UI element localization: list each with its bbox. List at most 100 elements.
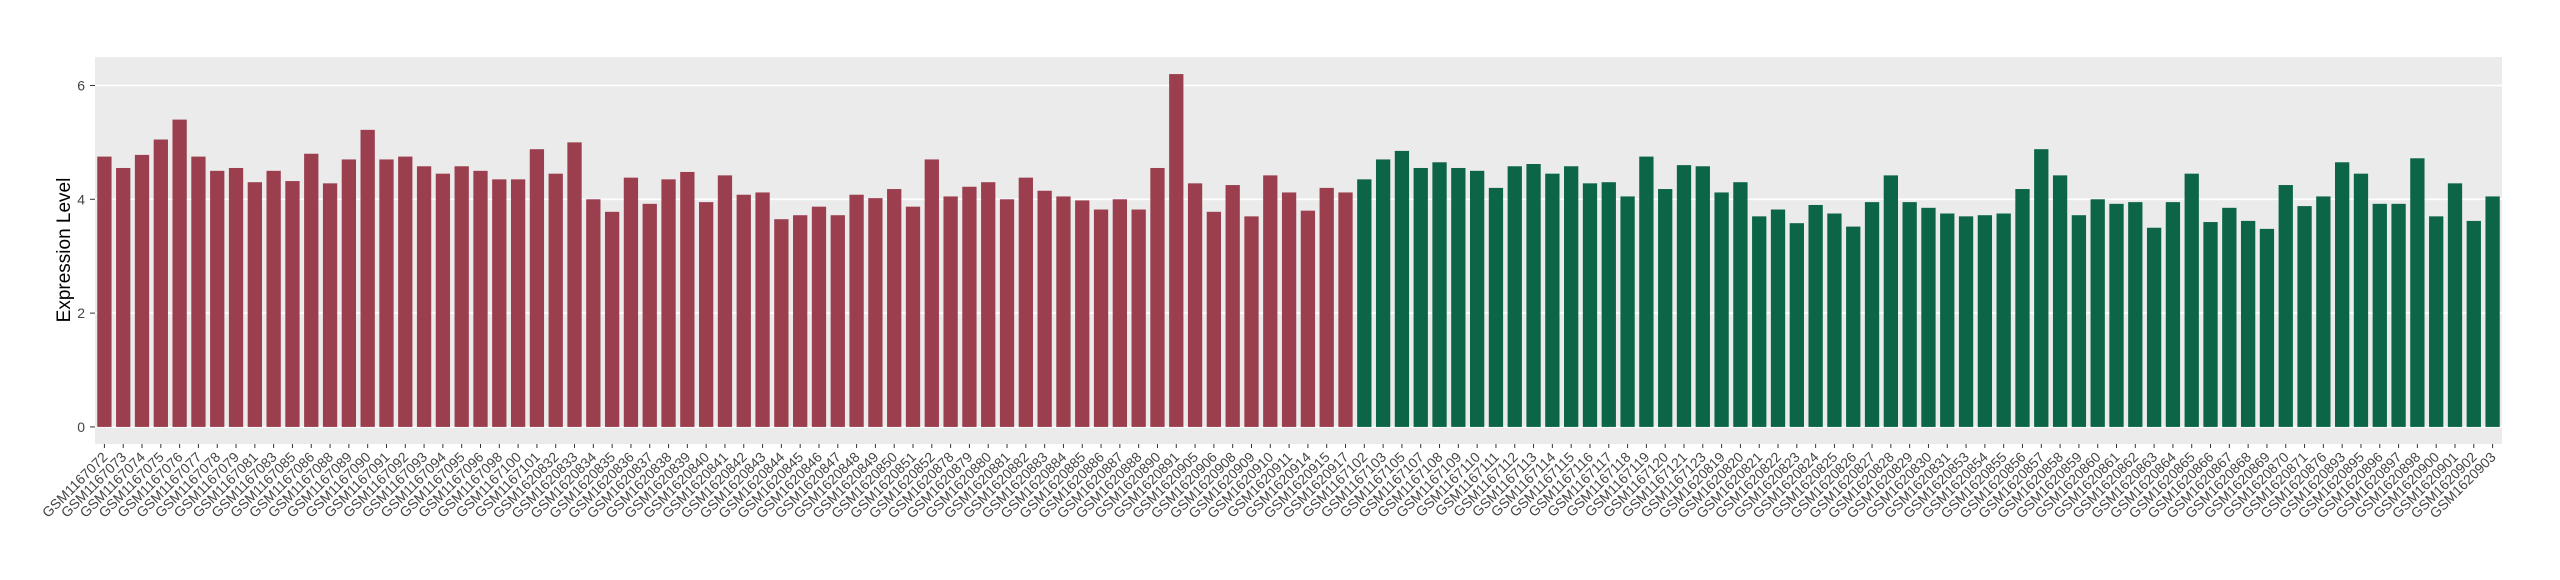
bar [529, 149, 545, 427]
bar [1225, 185, 1240, 427]
bar [755, 192, 770, 427]
bar [2353, 173, 2369, 427]
bar [2184, 173, 2199, 427]
bar [1037, 190, 1052, 427]
bar [2259, 228, 2275, 427]
bar [2240, 220, 2256, 427]
bar [1206, 211, 1222, 427]
bar [943, 196, 958, 427]
bar [228, 167, 244, 427]
bar [2335, 162, 2350, 427]
bar [97, 156, 112, 427]
bar [379, 159, 394, 427]
bar [1996, 213, 2011, 427]
bar [191, 156, 206, 427]
bar [1413, 167, 1428, 427]
bar [1375, 159, 1391, 427]
bar [1187, 183, 1203, 427]
bar [1601, 182, 1616, 427]
bar [604, 211, 620, 427]
bar [1714, 192, 1729, 427]
bar [1169, 74, 1184, 427]
bar [116, 167, 131, 427]
bar [623, 177, 639, 427]
y-axis-label: Expression Level [54, 178, 75, 323]
bar [1507, 166, 1522, 427]
y-tick-label: 4 [77, 191, 85, 207]
bar [1281, 192, 1297, 427]
bar [999, 199, 1015, 427]
bar [2391, 203, 2406, 427]
bar [2372, 203, 2387, 427]
bar [1338, 192, 1353, 427]
bar [1526, 163, 1541, 427]
bar [1620, 196, 1635, 427]
bar [2278, 185, 2293, 427]
bar [1789, 223, 1804, 427]
bar [416, 166, 432, 427]
bar [2466, 220, 2481, 427]
bar [680, 171, 695, 427]
bar [2203, 222, 2218, 427]
bar [962, 186, 977, 427]
bar [793, 215, 808, 427]
bar [1432, 162, 1447, 427]
bar [492, 179, 507, 427]
bar [153, 139, 168, 427]
bar [1846, 226, 1861, 427]
bar [1018, 177, 1033, 427]
bar [567, 142, 582, 427]
bar [172, 119, 187, 427]
bar [398, 156, 413, 427]
bar [1263, 175, 1278, 427]
bar [2090, 199, 2105, 427]
bar [247, 182, 262, 427]
bar [2316, 196, 2331, 427]
bar [1752, 216, 1767, 427]
bar [1808, 204, 1823, 427]
bar [1131, 209, 1146, 427]
bar [1827, 213, 1842, 427]
bar [2222, 207, 2237, 427]
bar [1300, 210, 1316, 427]
bar [905, 206, 921, 427]
bar [1770, 209, 1786, 427]
bar [304, 153, 319, 427]
bar [454, 166, 469, 427]
bar [285, 181, 300, 427]
bar [830, 215, 845, 427]
bar [642, 203, 657, 427]
bar [1733, 182, 1748, 427]
bar [2015, 189, 2030, 427]
bar [811, 206, 827, 427]
y-tick-label: 2 [77, 305, 85, 321]
bar [2447, 183, 2463, 427]
bar [1093, 209, 1109, 427]
bar [1564, 166, 1579, 427]
bar [924, 159, 939, 427]
bar [266, 170, 281, 427]
bar [981, 182, 996, 427]
bar [2128, 202, 2143, 427]
bar [1582, 183, 1598, 427]
y-tick-label: 0 [77, 419, 85, 435]
bar [1639, 156, 1654, 427]
bar [1864, 202, 1880, 427]
bar [2429, 216, 2444, 427]
bar [2071, 215, 2087, 427]
bar [2034, 149, 2049, 427]
y-tick-label: 6 [77, 77, 85, 93]
bar [510, 179, 526, 427]
bar [1075, 200, 1090, 427]
bar [548, 173, 563, 427]
bar [1451, 167, 1466, 427]
bar [1319, 187, 1334, 427]
bar [1921, 207, 1936, 427]
bar [1676, 165, 1692, 427]
bar [1394, 150, 1410, 427]
bar [1056, 196, 1071, 427]
bar [887, 189, 902, 427]
bar [868, 198, 883, 427]
bar [2146, 227, 2162, 427]
